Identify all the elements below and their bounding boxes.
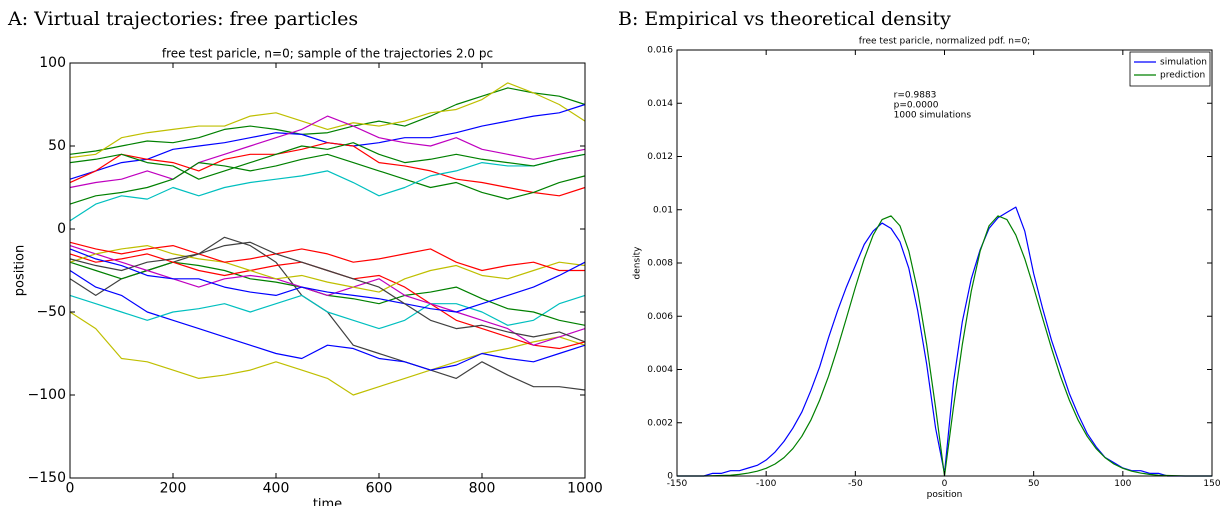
x-tick-label: 800 <box>469 480 496 496</box>
series-line <box>69 87 586 155</box>
x-tick-label: 0 <box>942 479 948 489</box>
x-tick-label: 50 <box>1028 479 1040 489</box>
series-line <box>69 245 586 346</box>
series-line <box>69 241 586 343</box>
panel-heading: B: Empirical vs theoretical density <box>618 8 951 30</box>
plot-area <box>677 50 1212 476</box>
y-tick-label: 0.012 <box>647 152 673 162</box>
panel-heading: A: Virtual trajectories: free particles <box>7 8 358 30</box>
x-axis-label: time <box>313 497 342 506</box>
x-tick-label: -50 <box>848 479 863 489</box>
x-tick-label: 150 <box>1203 479 1220 489</box>
y-tick-label: 0.006 <box>647 312 673 322</box>
y-tick-label: 100 <box>39 55 66 71</box>
y-tick-label: 0 <box>57 221 66 237</box>
series-line <box>69 115 586 189</box>
y-tick-label: 0.01 <box>653 205 673 215</box>
series-line <box>69 153 586 222</box>
y-tick-label: −50 <box>36 304 66 320</box>
annotation: r=0.9883 <box>894 91 937 101</box>
y-tick-label: −100 <box>28 387 66 403</box>
y-tick-label: 0 <box>667 472 673 482</box>
series-line <box>69 142 586 180</box>
legend-label: simulation <box>1160 58 1207 68</box>
series-line <box>69 153 586 205</box>
y-axis-label: density <box>633 246 643 280</box>
series-line <box>69 294 586 330</box>
series-line <box>69 82 586 159</box>
legend-box <box>1129 51 1211 87</box>
series-line <box>69 269 586 371</box>
series-line <box>69 142 586 197</box>
y-tick-label: 50 <box>48 138 66 154</box>
series-line <box>69 311 586 396</box>
y-tick-label: 0.004 <box>647 365 673 375</box>
y-tick-label: 0.008 <box>647 259 673 269</box>
x-tick-label: 1000 <box>567 480 603 496</box>
x-tick-label: -100 <box>756 479 777 489</box>
x-tick-label: 600 <box>366 480 393 496</box>
annotation: p=0.0000 <box>894 101 939 111</box>
y-axis-label: position <box>13 245 28 297</box>
y-tick-label: 0.002 <box>647 418 673 428</box>
x-tick-label: -150 <box>667 479 688 489</box>
chart-title: free test paricle, normalized pdf. n=0; <box>859 37 1030 47</box>
annotation: 1000 simulations <box>894 111 972 121</box>
chart-title: free test paricle, n=0; sample of the tr… <box>162 47 493 61</box>
x-axis-label: position <box>927 490 963 500</box>
x-tick-label: 400 <box>263 480 290 496</box>
y-tick-label: 0.014 <box>647 99 673 109</box>
y-tick-label: −150 <box>28 470 66 486</box>
x-tick-label: 100 <box>1114 479 1131 489</box>
series-line <box>69 248 586 313</box>
axes-frame <box>69 62 586 479</box>
series-line <box>69 241 585 272</box>
legend-label: prediction <box>1160 71 1205 81</box>
x-tick-label: 200 <box>160 480 187 496</box>
y-tick-label: 0.016 <box>647 46 673 56</box>
x-tick-label: 0 <box>66 480 75 496</box>
